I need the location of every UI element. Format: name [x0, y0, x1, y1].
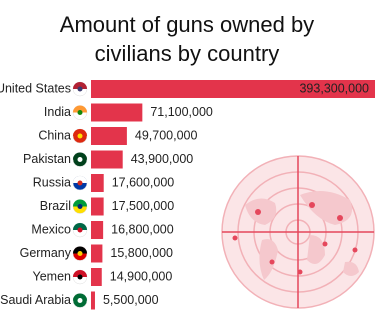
- category-label: United States: [0, 81, 71, 95]
- flag-icon: [73, 270, 87, 277]
- flag-icon: [73, 152, 87, 160]
- flag-icon: [77, 110, 83, 115]
- flag-icon: [77, 133, 83, 139]
- flag-icon: [73, 129, 87, 136]
- flag-icon: [77, 227, 83, 233]
- bar: [91, 80, 375, 98]
- value-label: 5,500,000: [103, 293, 159, 307]
- chart-title: Amount of guns owned by: [60, 12, 314, 37]
- flag-icon: [73, 105, 87, 113]
- flag-icon: [77, 274, 83, 280]
- value-label: 393,300,000: [299, 81, 369, 95]
- bar: [91, 268, 102, 286]
- bar: [91, 244, 103, 263]
- value-label: 71,100,000: [150, 105, 213, 119]
- bar: [91, 197, 104, 216]
- flag-icon: [77, 251, 83, 256]
- flag-icon: [77, 86, 83, 92]
- flag-icon: [77, 157, 83, 162]
- flag-icon: [73, 246, 87, 254]
- flag-icon: [73, 176, 87, 183]
- category-label: Mexico: [31, 222, 71, 236]
- value-label: 15,800,000: [110, 246, 173, 260]
- category-label: Brazil: [40, 199, 71, 213]
- value-label: 16,800,000: [111, 222, 174, 236]
- chart-title: civilians by country: [95, 41, 280, 66]
- flag-icon: [77, 204, 83, 209]
- value-label: 17,600,000: [112, 175, 175, 189]
- bar: [91, 174, 104, 192]
- bar: [91, 150, 123, 169]
- bar: [91, 127, 127, 145]
- value-label: 17,500,000: [112, 199, 175, 213]
- category-label: China: [38, 128, 71, 142]
- category-label: Russia: [33, 175, 71, 189]
- category-label: India: [44, 105, 71, 119]
- bar: [91, 221, 104, 239]
- value-label: 49,700,000: [135, 128, 198, 142]
- category-label: Pakistan: [23, 152, 71, 166]
- bar: [91, 291, 95, 310]
- flag-icon: [73, 223, 87, 230]
- globe-decoration: [221, 155, 375, 309]
- value-label: 43,900,000: [131, 152, 194, 166]
- flag-icon: [73, 293, 87, 301]
- bar: [91, 103, 143, 122]
- value-label: 14,900,000: [110, 269, 173, 283]
- category-label: Saudi Arabia: [0, 293, 71, 307]
- category-label: Yemen: [33, 269, 72, 283]
- flag-icon: [73, 82, 87, 89]
- category-label: Germany: [20, 246, 72, 260]
- flag-icon: [77, 298, 83, 303]
- flag-icon: [73, 199, 87, 207]
- flag-icon: [77, 180, 83, 186]
